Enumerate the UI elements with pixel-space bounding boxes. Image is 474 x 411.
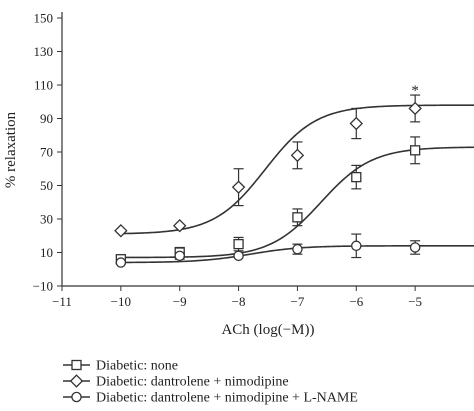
square-marker-series-1 bbox=[351, 171, 362, 183]
y-tick-label: 50 bbox=[40, 178, 53, 193]
legend-diamond-marker bbox=[69, 374, 84, 388]
square-marker-series-1 bbox=[292, 212, 303, 223]
circle-marker-series-3 bbox=[292, 243, 303, 255]
y-tick-label: 150 bbox=[34, 11, 54, 26]
legend-entry-3: Diabetic: dantrolene + nimodipine + L-NA… bbox=[63, 391, 358, 406]
x-tick-label: −6 bbox=[349, 294, 363, 309]
circle-marker-series-3 bbox=[351, 240, 362, 252]
y-tick-label: 10 bbox=[40, 245, 53, 260]
legend-label: Diabetic: dantrolene + nimodipine + L-NA… bbox=[96, 391, 358, 406]
x-tick-label: −11 bbox=[52, 294, 72, 309]
y-tick-label: 90 bbox=[40, 111, 53, 126]
y-tick-label: −10 bbox=[33, 279, 53, 294]
y-tick-label: 30 bbox=[40, 212, 53, 227]
x-tick-label: −8 bbox=[232, 294, 246, 309]
square-marker-series-1 bbox=[233, 238, 244, 250]
diamond-marker-series-2 bbox=[114, 224, 128, 238]
x-tick-label: −10 bbox=[111, 294, 131, 309]
x-tick-label: −7 bbox=[291, 294, 305, 309]
fit-curves bbox=[120, 104, 474, 264]
legend-square-marker bbox=[71, 359, 82, 371]
diamond-marker-series-2 bbox=[172, 218, 187, 233]
x-tick-label: −5 bbox=[408, 294, 422, 309]
x-tick-label: −9 bbox=[173, 294, 187, 309]
error-bars bbox=[115, 94, 421, 264]
y-tick-label: 110 bbox=[34, 78, 53, 93]
x-axis-label: ACh (log(−M)) bbox=[221, 322, 314, 338]
y-tick-label: 130 bbox=[34, 44, 54, 59]
legend-entry-2: Diabetic: dantrolene + nimodipine bbox=[63, 374, 289, 390]
legend-entry-1: Diabetic: none bbox=[63, 359, 178, 374]
square-marker-series-1 bbox=[409, 145, 421, 156]
significance-asterisk: * bbox=[411, 83, 419, 99]
circle-marker-series-3 bbox=[233, 250, 244, 262]
data-markers bbox=[114, 101, 422, 268]
legend-label: Diabetic: dantrolene + nimodipine bbox=[96, 375, 289, 390]
circle-marker-series-3 bbox=[115, 257, 127, 268]
y-tick-label: 70 bbox=[40, 145, 53, 160]
legend-label: Diabetic: none bbox=[96, 359, 178, 374]
y-axis-label: % relaxation bbox=[3, 111, 19, 188]
diamond-marker-series-2 bbox=[290, 148, 305, 163]
annotations: * bbox=[411, 83, 419, 99]
circle-marker-series-3 bbox=[174, 250, 185, 262]
circle-marker-series-3 bbox=[409, 242, 421, 253]
diamond-marker-series-2 bbox=[408, 101, 422, 116]
legend-circle-marker bbox=[71, 391, 82, 403]
diamond-marker-series-2 bbox=[349, 116, 364, 131]
diamond-marker-series-2 bbox=[231, 180, 246, 194]
